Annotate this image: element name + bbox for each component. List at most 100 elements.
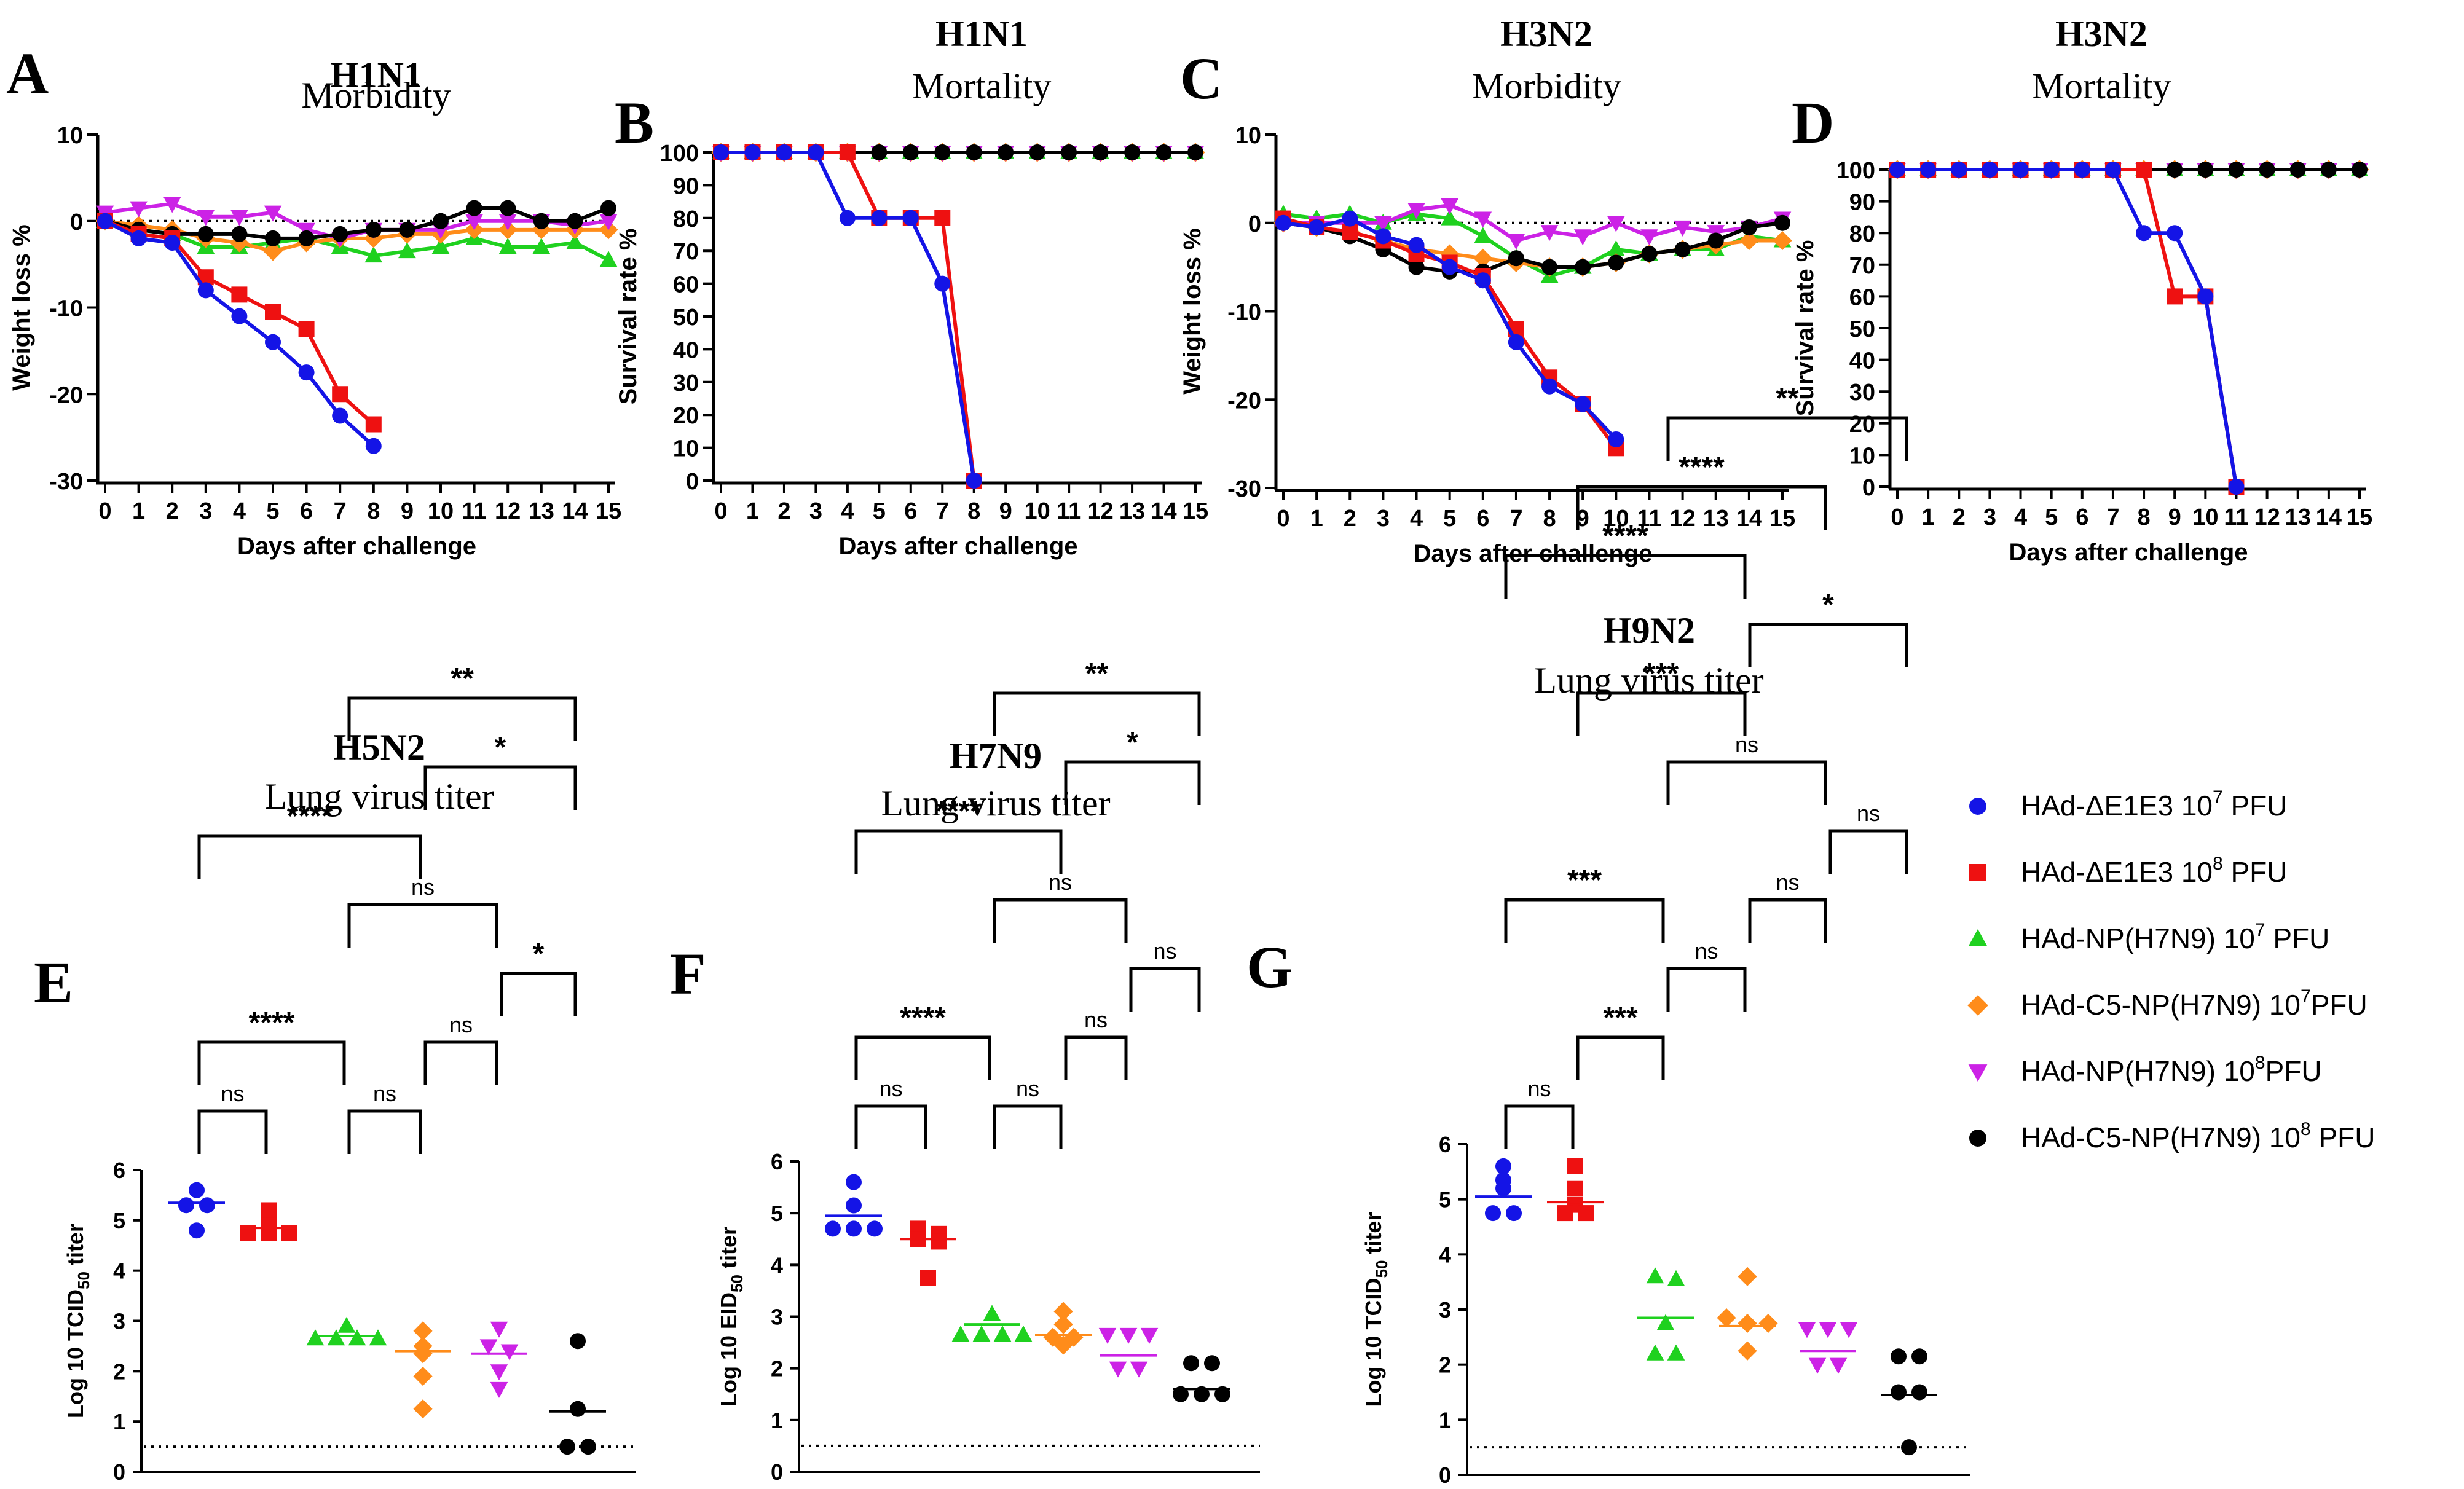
significance-bracket: ** [1666,382,1908,461]
legend-label-main: HAd-NP(H7N9) 10 [2021,922,2255,954]
data-point [298,230,315,246]
data-point [490,1381,508,1398]
x-tick-label: 8 [2137,505,2150,530]
significance-bracket: ns [1748,870,1827,943]
data-point [1717,1308,1736,1328]
data-point [1053,1314,1073,1334]
legend-item: HAd-NP(H7N9) 107 PFU [1968,920,2329,954]
significance-label: * [495,731,506,764]
data-point [2167,225,2183,242]
y-tick-label: 60 [1849,285,1875,310]
group-3 [1637,1267,1694,1361]
significance-bracket: **** [854,1002,991,1080]
legend-item: HAd-C5-NP(H7N9) 107PFU [1967,986,2368,1021]
x-tick-label: 1 [1922,505,1935,530]
data-point [867,1220,883,1237]
y-tick-label: 3 [113,1309,125,1334]
significance-label: ns [449,1012,473,1037]
x-tick-label: 3 [199,498,212,524]
y-tick-label: 80 [673,206,699,232]
bracket-line [197,834,422,879]
significance-label: ns [373,1081,396,1106]
data-point [1774,214,1790,231]
legend-item: HAd-NP(H7N9) 108PFU [1968,1053,2322,1087]
chart-title: H1N1 [330,55,422,95]
y-tick-label: 10 [57,123,83,149]
data-point [1342,210,1358,227]
x-tick-label: 5 [873,498,886,524]
bracket-line [347,696,577,741]
significance-label: ** [451,662,474,695]
data-point [599,214,618,230]
data-point [567,213,583,229]
x-tick-label: 9 [401,498,414,524]
data-point [1667,1270,1685,1286]
x-tick-label: 5 [2045,505,2058,530]
data-point [490,1321,508,1338]
chart-title: H9N2 [1603,610,1695,651]
data-point [1578,1205,1594,1222]
y-tick-label: -30 [49,469,83,495]
data-point [934,210,951,226]
chart-title: H3N2 [2055,14,2147,54]
y-axis-label-main: Log 10 TCID [63,1289,88,1418]
data-point [1773,230,1792,251]
x-tick-label: 8 [1543,506,1556,532]
y-tick-label: 4 [1439,1242,1451,1267]
data-point [839,210,856,226]
legend-label-main: HAd-C5-NP(H7N9) 10 [2021,989,2301,1021]
significance-bracket: * [1064,726,1201,805]
significance-bracket: * [500,938,577,1016]
data-point [1889,162,1905,178]
significance-label: **** [935,795,982,828]
bracket-line [1504,554,1747,599]
series-line [1283,221,1783,273]
significance-label: ns [879,1076,902,1101]
y-tick-label: 30 [1849,380,1875,406]
significance-label: ** [1085,658,1109,690]
significance-label: ns [221,1081,244,1106]
y-tick-label: 90 [1849,190,1875,216]
x-tick-label: 1 [132,498,145,524]
data-point [1575,259,1591,275]
bracket-line [1748,898,1827,943]
data-point [1738,1313,1757,1334]
x-tick-label: 14 [2316,505,2342,530]
series-1 [97,213,382,454]
legend-label-exponent: 8 [2213,854,2223,874]
data-point [498,238,517,254]
legend-item: HAd-C5-NP(H7N9) 108 PFU [1969,1119,2375,1153]
panel-letter: C [1180,45,1222,111]
series-line [104,206,610,240]
legend-item: HAd-ΔE1E3 107 PFU [1969,787,2287,822]
legend-label-exponent: 7 [2301,986,2311,1007]
data-point [920,1270,936,1286]
data-point [1901,1439,1917,1456]
x-tick-label: 4 [1410,506,1423,532]
x-tick-label: 8 [967,498,980,524]
data-point [1155,144,1172,160]
data-point [1819,1322,1837,1338]
legend-label-main: HAd-ΔE1E3 10 [2021,856,2213,888]
data-point [966,473,982,489]
data-point [1575,396,1591,412]
data-point [1608,254,1624,271]
bracket-line [1064,1035,1128,1080]
x-tick-label: 2 [1344,506,1356,532]
significance-label: ns [1084,1007,1108,1032]
legend-marker [1968,929,1988,946]
chart-subtitle: Morbidity [301,75,451,116]
chart-subtitle: Mortality [2032,66,2171,106]
data-point [365,416,382,433]
x-tick-label: 2 [166,498,179,524]
data-point [264,205,282,222]
significance-label: * [533,938,545,970]
data-point [776,144,792,160]
data-point [983,1305,1001,1321]
significance-label: **** [287,800,333,833]
bracket-line [347,903,498,948]
x-tick-label: 12 [495,498,521,524]
chart-subtitle: Lung virus titer [881,783,1110,823]
data-point [399,221,415,238]
